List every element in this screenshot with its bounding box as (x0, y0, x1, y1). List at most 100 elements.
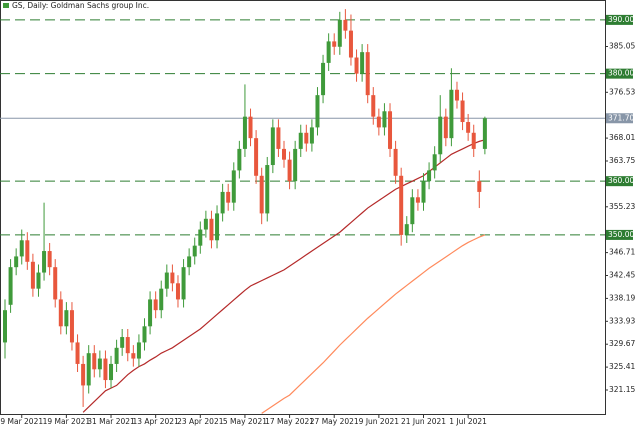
candle-body (466, 122, 471, 133)
y-tick-label: 338.19 (609, 293, 635, 302)
candle-body (270, 127, 275, 166)
level-label-bg (606, 68, 633, 79)
candle-body (254, 138, 259, 176)
candle-body (203, 218, 208, 230)
candle-body (393, 148, 398, 176)
level-label-bg (606, 176, 633, 187)
candle-body (365, 52, 370, 96)
level-label: 390.00 (608, 15, 634, 24)
candle-body (181, 267, 186, 300)
x-tick-label: 31 Mar 2021 (87, 417, 135, 426)
y-tick-label: 329.67 (609, 339, 635, 348)
candle-body (148, 299, 153, 327)
moving-average (82, 139, 486, 413)
candle-body (321, 62, 326, 96)
candle-body (69, 310, 74, 343)
candle-body (304, 132, 309, 144)
candle-body (427, 170, 432, 182)
candle-body (326, 41, 331, 63)
candle-body (58, 299, 63, 327)
x-tick-label: 9 Mar 2021 (0, 417, 43, 426)
candle-body (153, 299, 158, 311)
moving-average (261, 234, 486, 414)
candle-body (410, 197, 415, 225)
candle-body (198, 229, 203, 246)
candle-body (315, 95, 320, 128)
candle-body (47, 251, 52, 268)
candle-body (192, 245, 197, 257)
candle-body (164, 272, 169, 289)
candle-body (136, 342, 141, 359)
candle-body (237, 148, 242, 171)
candle-body (170, 272, 175, 284)
candle-body (332, 41, 337, 47)
candle-body (454, 89, 459, 101)
candle-body (36, 272, 41, 289)
candle-body (81, 363, 86, 386)
level-label: 380.00 (608, 69, 634, 78)
candle-body (25, 240, 30, 262)
candle-body (376, 116, 381, 128)
candle-body (460, 100, 465, 123)
x-tick-label: 27 May 2021 (310, 417, 359, 426)
candle-body (131, 353, 136, 359)
candle-body (282, 148, 286, 160)
candle-body (19, 240, 24, 257)
candle-body (209, 218, 214, 241)
candle-body (8, 267, 13, 305)
current-price-bg (606, 113, 633, 124)
level-label: 350.00 (608, 230, 634, 239)
candle-body (421, 181, 426, 203)
candle-body (265, 165, 270, 214)
y-tick-label: 321.15 (609, 385, 635, 394)
candle-body (298, 132, 303, 149)
y-tick-label: 355.23 (609, 202, 635, 211)
candle-body (159, 288, 164, 311)
x-tick-label: 17 May 2021 (265, 417, 314, 426)
y-tick-label: 342.45 (609, 271, 635, 280)
candle-body (142, 326, 147, 343)
candle-body (97, 358, 102, 370)
candle-body (388, 111, 393, 149)
candle-body (248, 116, 253, 139)
candle-body (3, 310, 7, 343)
symbol-icon (3, 3, 9, 8)
chart-title: GS, Daily: Goldman Sachs group Inc. (12, 1, 149, 10)
y-tick-label: 325.41 (609, 362, 635, 371)
candle-body (220, 191, 225, 214)
current-price-label: 371.70 (608, 113, 634, 122)
candle-body (231, 170, 236, 203)
candle-body (371, 95, 376, 117)
candle-body (309, 127, 314, 144)
level-label-bg (606, 229, 633, 240)
candle-body (215, 213, 220, 241)
candle-body (42, 251, 47, 273)
level-label: 360.00 (608, 176, 634, 185)
y-tick-label: 363.75 (609, 156, 635, 165)
candle-body (354, 57, 359, 74)
candle-body (449, 89, 454, 139)
candle-body (175, 283, 180, 300)
x-tick-label: 13 Apr 2021 (132, 417, 179, 426)
candle-body (30, 261, 35, 289)
candle-body (187, 256, 192, 268)
candle-body (92, 353, 97, 370)
candle-body (276, 127, 281, 149)
plot-frame (0, 0, 606, 415)
candle-body (348, 30, 353, 58)
candle-body (337, 19, 342, 47)
candle-body (399, 175, 404, 235)
y-tick-label: 376.53 (609, 87, 635, 96)
y-tick-label: 385.05 (609, 41, 635, 50)
y-tick-label: 333.93 (609, 316, 635, 325)
candle-body (86, 353, 91, 386)
candle-body (438, 116, 443, 155)
x-tick-label: 21 Jun 2021 (401, 417, 446, 426)
candle-body (226, 191, 231, 203)
candle-body (14, 256, 19, 268)
candle-body (125, 337, 130, 354)
candle-body (382, 111, 387, 128)
candle-body (443, 116, 448, 139)
candle-body (293, 148, 298, 182)
